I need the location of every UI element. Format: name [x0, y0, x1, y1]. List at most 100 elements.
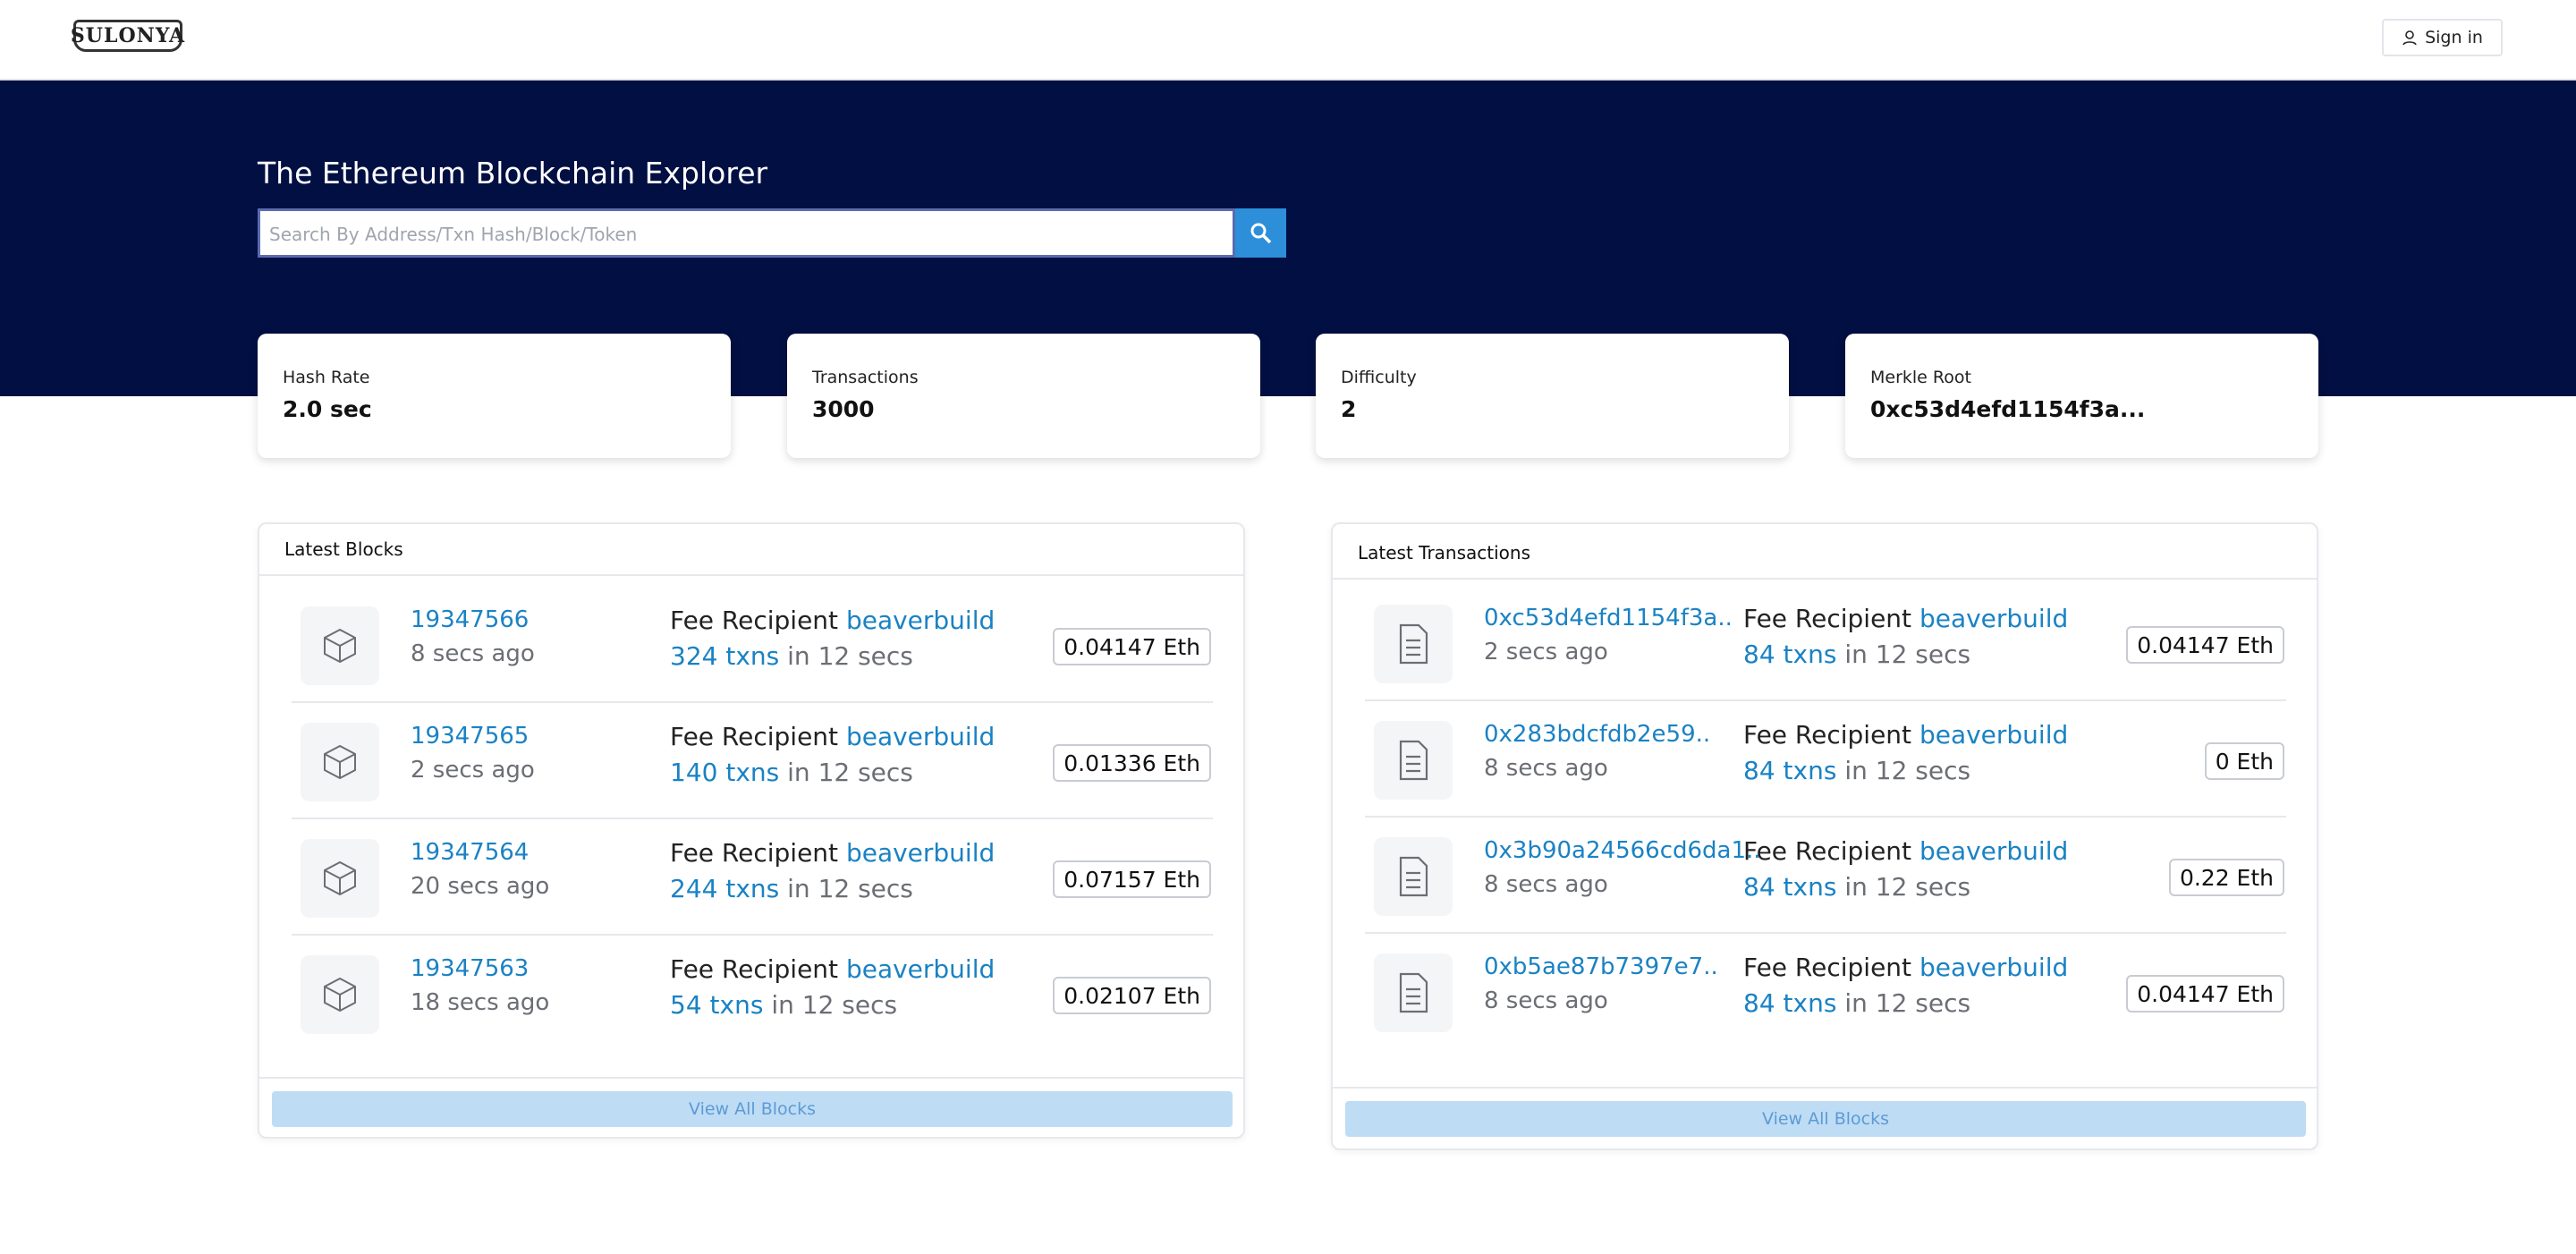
stat-value: 2 — [1341, 396, 1357, 422]
row-id-link[interactable]: 0xb5ae87b7397e7.. — [1484, 953, 1718, 980]
transaction-row: 0xc53d4efd1154f3a.. 2 secs ago Fee Recipie… — [1365, 604, 2286, 721]
search-icon — [1250, 223, 1271, 243]
row-identity: 0x283bdcfdb2e59.. 8 secs ago — [1484, 717, 1710, 785]
footer-divider — [259, 1077, 1243, 1079]
txn-line: 244 txns in 12 secs — [670, 871, 995, 907]
recipient-link[interactable]: beaverbuild — [845, 722, 996, 751]
txns-link[interactable]: 84 txns — [1743, 872, 1837, 902]
logo[interactable]: SULONYA — [71, 20, 184, 52]
row-divider — [292, 701, 1213, 703]
icon-glyph — [324, 977, 356, 1013]
row-id-link[interactable]: 19347566 — [411, 606, 530, 633]
icon-glyph — [1399, 972, 1428, 1013]
txn-line: 324 txns in 12 secs — [670, 639, 995, 674]
row-details: Fee Recipient beaverbuild 84 txns in 12 s… — [1743, 950, 2068, 1021]
duration: in 12 secs — [787, 874, 913, 903]
row-id-link[interactable]: 19347565 — [411, 723, 530, 750]
block-row: 19347566 8 secs ago Fee Recipient beaverbu… — [292, 606, 1213, 723]
row-details: Fee Recipient beaverbuild 140 txns in 12 … — [670, 719, 995, 791]
amount-badge: 0.04147 Eth — [2126, 626, 2284, 664]
txns-link[interactable]: 54 txns — [670, 990, 764, 1020]
row-icon — [1374, 721, 1453, 800]
hero-title: The Ethereum Blockchain Explorer — [258, 156, 768, 191]
row-age: 18 secs ago — [411, 989, 550, 1016]
row-id-link[interactable]: 19347563 — [411, 955, 530, 982]
row-id-link[interactable]: 19347564 — [411, 839, 530, 866]
fee-label: Fee Recipient — [1743, 720, 1912, 750]
stat-label: Transactions — [812, 368, 919, 387]
row-age: 2 secs ago — [411, 757, 535, 784]
icon-glyph — [324, 628, 356, 664]
duration: in 12 secs — [1844, 872, 1971, 902]
row-age: 8 secs ago — [1484, 871, 1608, 898]
transaction-row: 0xb5ae87b7397e7.. 8 secs ago Fee Recipient… — [1365, 953, 2286, 1070]
view-all-button[interactable]: View All Blocks — [272, 1091, 1233, 1127]
block-row: 19347565 2 secs ago Fee Recipient beaverbu… — [292, 722, 1213, 839]
fee-line: Fee Recipient beaverbuild — [670, 603, 995, 639]
fee-line: Fee Recipient beaverbuild — [670, 952, 995, 987]
latest-transactions-panel: Latest Transactions 0xc53d4efd1154f3a.. 2 … — [1331, 522, 2318, 1150]
stat-value: 0xc53d4efd1154f3a... — [1870, 396, 2146, 422]
row-divider — [1365, 816, 2286, 818]
row-details: Fee Recipient beaverbuild 84 txns in 12 s… — [1743, 834, 2068, 905]
block-row: 19347563 18 secs ago Fee Recipient beaverb… — [292, 952, 1213, 1072]
txn-line: 84 txns in 12 secs — [1743, 753, 2068, 789]
fee-label: Fee Recipient — [1743, 953, 1912, 982]
txns-link[interactable]: 244 txns — [670, 874, 780, 903]
row-icon — [301, 955, 379, 1034]
row-icon — [301, 723, 379, 801]
stat-card: Merkle Root 0xc53d4efd1154f3a... — [1845, 334, 2318, 458]
recipient-link[interactable]: beaverbuild — [845, 838, 996, 868]
row-divider — [1365, 699, 2286, 701]
row-identity: 19347565 2 secs ago — [411, 719, 535, 787]
row-icon — [301, 839, 379, 918]
txns-link[interactable]: 140 txns — [670, 758, 780, 787]
amount-badge: 0.04147 Eth — [1053, 628, 1211, 665]
panel-divider — [1333, 578, 2317, 580]
recipient-link[interactable]: beaverbuild — [1919, 836, 2069, 866]
row-details: Fee Recipient beaverbuild 324 txns in 12 … — [670, 603, 995, 674]
row-age: 2 secs ago — [1484, 639, 1608, 665]
recipient-link[interactable]: beaverbuild — [845, 954, 996, 984]
recipient-link[interactable]: beaverbuild — [1919, 953, 2069, 982]
txns-link[interactable]: 84 txns — [1743, 988, 1837, 1018]
row-id-link[interactable]: 0xc53d4efd1154f3a.. — [1484, 605, 1733, 631]
txns-link[interactable]: 324 txns — [670, 641, 780, 671]
view-all-button[interactable]: View All Blocks — [1345, 1101, 2306, 1137]
row-id-link[interactable]: 0x283bdcfdb2e59.. — [1484, 721, 1711, 748]
row-identity: 0xc53d4efd1154f3a.. 2 secs ago — [1484, 601, 1733, 669]
transaction-row: 0x283bdcfdb2e59.. 8 secs ago Fee Recipient… — [1365, 720, 2286, 837]
row-divider — [1365, 932, 2286, 934]
sign-in-label: Sign in — [2425, 28, 2483, 47]
icon-glyph — [324, 860, 356, 896]
row-icon — [1374, 837, 1453, 916]
duration: in 12 secs — [1844, 756, 1971, 785]
row-id-link[interactable]: 0x3b90a24566cd6da1.. — [1484, 837, 1761, 864]
txn-line: 84 txns in 12 secs — [1743, 637, 2068, 673]
txns-link[interactable]: 84 txns — [1743, 640, 1837, 669]
stat-label: Hash Rate — [283, 368, 370, 387]
txns-link[interactable]: 84 txns — [1743, 756, 1837, 785]
fee-label: Fee Recipient — [1743, 604, 1912, 633]
search-input[interactable]: Search By Address/Txn Hash/Block/Token — [258, 208, 1235, 258]
txn-line: 54 txns in 12 secs — [670, 987, 995, 1023]
stat-label: Merkle Root — [1870, 368, 1971, 387]
panel-divider — [259, 574, 1243, 576]
fee-line: Fee Recipient beaverbuild — [670, 719, 995, 755]
recipient-link[interactable]: beaverbuild — [1919, 604, 2069, 633]
amount-badge: 0.02107 Eth — [1053, 977, 1211, 1014]
fee-label: Fee Recipient — [670, 606, 839, 635]
amount-badge: 0.04147 Eth — [2126, 975, 2284, 1013]
amount-badge: 0 Eth — [2204, 742, 2284, 780]
row-age: 20 secs ago — [411, 873, 550, 900]
recipient-link[interactable]: beaverbuild — [845, 606, 996, 635]
row-details: Fee Recipient beaverbuild 54 txns in 12 s… — [670, 952, 995, 1023]
duration: in 12 secs — [787, 758, 913, 787]
stat-value: 3000 — [812, 396, 875, 422]
recipient-link[interactable]: beaverbuild — [1919, 720, 2069, 750]
block-row: 19347564 20 secs ago Fee Recipient beaverb… — [292, 838, 1213, 955]
sign-in-button[interactable]: Sign in — [2382, 19, 2503, 56]
search-button[interactable] — [1235, 208, 1286, 258]
panel-title: Latest Transactions — [1358, 542, 1530, 563]
